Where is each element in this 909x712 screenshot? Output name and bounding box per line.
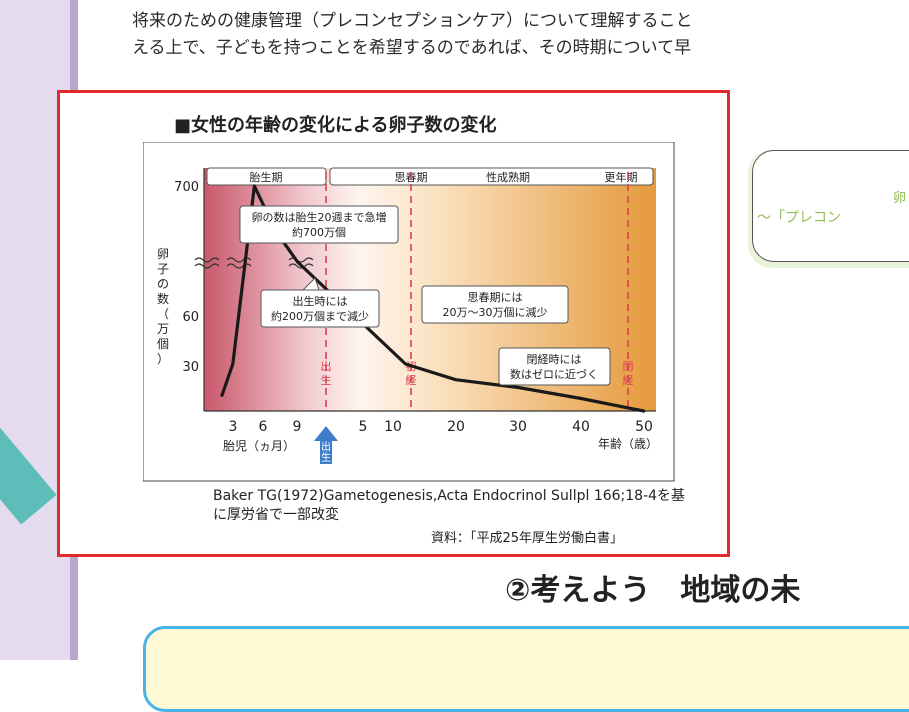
yellow-content-box [143,626,909,712]
axis-break-mark [288,263,314,269]
birth-arrow: 出 生 [314,426,338,464]
source-material: 資料：「平成25年厚生労働白書」 [431,531,624,546]
ylabel-char: 個 [157,337,169,351]
x-tick-fetal-9: 9 [293,419,302,435]
intro-line-1: 将来のための健康管理（プレコンセプションケア）について理解すること [132,11,693,31]
annotations: 卵の数は胎生20週まで急増 約700万個 出生時には 約200万個まで減少 思春… [239,205,611,386]
x-tick-age-10: 10 [384,419,402,435]
side-callout-box: 卵 ～「プレコン [752,150,909,262]
x-tick-age-5: 5 [359,419,368,435]
birth-arrow-icon [314,426,338,464]
x-tick-fetal-6: 6 [259,419,268,435]
section-heading: ②考えよう 地域の未 [505,573,801,608]
ylabel-char: （ [157,307,169,321]
axis-break-mark [226,263,252,269]
annotation-1-line2: 約700万個 [292,225,346,239]
ylabel-char: の [157,277,169,291]
annotation-box-2 [260,289,380,328]
annotation-3-line2: 20万～30万個に減少 [443,305,548,319]
x-tick-age-20: 20 [447,419,465,435]
chart-title-text: ■女性の年齢の変化による卵子数の変化 [174,115,497,136]
y-ticks: 700 60 30 [174,180,199,375]
annotation-3-line1: 思春期には [468,291,523,304]
xlabel-age: 年齢（歳） [598,436,658,451]
ylabel-char: ） [157,352,169,366]
marker-menopause-char2: 経 [623,374,634,387]
marker-birth-char2: 生 [321,373,332,387]
x-ticks: 3 6 9 5 10 20 30 40 50 [229,419,653,435]
phase-label-fetal: 胎生期 [250,170,283,184]
x-tick-fetal-3: 3 [229,419,238,435]
ylabel-char: 子 [157,262,169,276]
annotation-2-line1: 出生時には [293,294,348,308]
chart: 胎生期 思春期 性成熟期 更年期 700 60 30 卵 子 の 数 （ 万 個… [143,142,675,482]
x-tick-age-50: 50 [635,419,653,435]
x-tick-age-40: 40 [572,419,590,435]
annotation-2-line2: 約200万個まで減少 [271,309,369,323]
side-box-line1: 卵 [893,191,907,206]
y-axis-label: 卵 子 の 数 （ 万 個 ） [157,247,169,366]
phase-label-menopause: 更年期 [605,170,638,184]
annotation-4-line1: 閉経時には [527,353,582,366]
annotation-box-3 [421,285,569,324]
axis-break-mark [194,257,220,263]
side-box-line2: ～「プレコン [757,210,841,226]
annotation-box-1 [239,205,399,244]
ylabel-char: 卵 [157,247,169,261]
teal-decoration-band [0,380,57,525]
marker-menarche-char2: 経 [406,374,417,387]
chart-title: ■女性の年齢の変化による卵子数の変化 [174,111,496,137]
birth-arrow-char1: 出 [321,440,331,453]
y-tick-30: 30 [182,360,199,375]
intro-text: 将来のための健康管理（プレコンセプションケア）について理解すること える上で、子… [132,8,693,62]
y-tick-700: 700 [174,180,199,195]
x-tick-age-30: 30 [509,419,527,435]
annotation-4-line2: 数はゼロに近づく [510,368,598,381]
ylabel-char: 万 [157,322,169,336]
phase-label-maturity: 性成熟期 [486,170,530,184]
birth-arrow-char2: 生 [321,451,331,464]
axis-break-mark [194,263,220,269]
phase-labels: 胎生期 思春期 性成熟期 更年期 [206,167,654,186]
annotation-1-line1: 卵の数は胎生20週まで急増 [252,210,387,224]
marker-menopause-char1: 閉 [623,360,634,373]
xlabel-fetal: 胎児（ヵ月） [223,439,295,453]
y-tick-60: 60 [182,310,199,325]
source-citation: Baker TG(1972)Gametogenesis,Acta Endocri… [213,488,686,523]
annotation-pointer-2 [301,277,320,291]
ylabel-char: 数 [157,291,169,306]
marker-birth-char1: 出 [321,359,332,373]
annotation-box-4 [498,347,611,386]
intro-line-2: える上で、子どもを持つことを希望するのであれば、その時期について早 [132,38,692,58]
